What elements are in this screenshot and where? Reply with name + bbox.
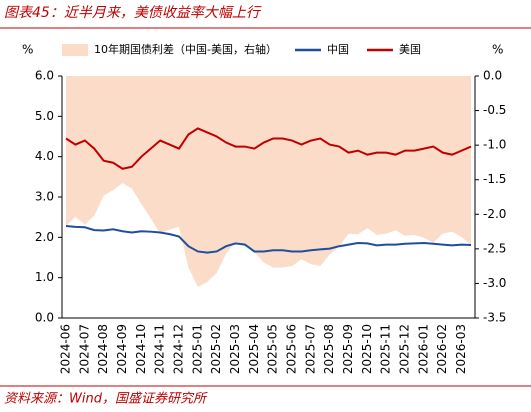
- x-tick-label: 2024-10: [134, 324, 148, 374]
- x-tick-label: 2025-11: [379, 324, 393, 374]
- y2-tick-label: -1.0: [483, 138, 506, 152]
- x-tick-label: 2024-08: [96, 324, 110, 374]
- x-tick-label: 2026-01: [416, 324, 430, 374]
- legend-label: 中国: [327, 43, 349, 56]
- x-tick-label: 2025-12: [398, 324, 412, 374]
- x-tick-label: 2024-09: [115, 324, 129, 374]
- x-tick-label: 2025-03: [228, 324, 242, 374]
- x-tick-label: 2025-10: [360, 324, 374, 374]
- x-tick-label: 2025-02: [209, 324, 223, 374]
- y-tick-label: 2.0: [35, 230, 54, 244]
- y2-tick-label: -1.5: [483, 172, 506, 186]
- x-tick-label: 2024-07: [77, 324, 91, 374]
- x-tick-label: 2025-04: [247, 324, 261, 374]
- legend-label: 10年期国债利差（中国-美国，右轴）: [94, 42, 277, 56]
- chart-title: 图表45：近半月来，美债收益率大幅上行: [4, 5, 262, 21]
- x-tick-label: 2025-06: [285, 324, 299, 374]
- y2-tick-label: -2.5: [483, 241, 506, 255]
- y2-tick-label: -3.0: [483, 276, 506, 290]
- x-tick-label: 2024-11: [153, 324, 167, 374]
- x-tick-label: 2025-01: [190, 324, 204, 374]
- spread-area: [66, 76, 471, 287]
- x-tick-label: 2025-09: [341, 324, 355, 374]
- x-tick-label: 2026-02: [435, 324, 449, 374]
- y2-axis-unit: %: [492, 43, 503, 57]
- y-tick-label: 5.0: [35, 109, 54, 123]
- y2-tick-label: -0.5: [483, 103, 506, 117]
- x-tick-label: 2024-12: [172, 324, 186, 374]
- y-tick-label: 1.0: [35, 270, 54, 284]
- legend-swatch: [62, 44, 88, 56]
- x-tick-label: 2025-08: [322, 324, 336, 374]
- x-tick-label: 2025-07: [303, 324, 317, 374]
- x-tick-label: 2026-03: [454, 324, 468, 374]
- legend-label: 美国: [399, 43, 421, 56]
- line: [65, 225, 472, 254]
- y-tick-label: 4.0: [35, 149, 54, 163]
- y-tick-label: 6.0: [35, 69, 54, 83]
- source: 资料来源：Wind，国盛证券研究所: [4, 391, 208, 407]
- y2-tick-label: 0.0: [483, 69, 502, 83]
- y2-tick-label: -2.0: [483, 207, 506, 221]
- y-axis-unit: %: [22, 43, 33, 57]
- y-tick-label: 3.0: [35, 190, 54, 204]
- x-tick-label: 2024-06: [59, 324, 73, 374]
- y-tick-label: 0.0: [35, 311, 54, 325]
- line: [65, 127, 472, 170]
- y2-tick-label: -3.5: [483, 311, 506, 325]
- x-tick-label: 2025-05: [266, 324, 280, 374]
